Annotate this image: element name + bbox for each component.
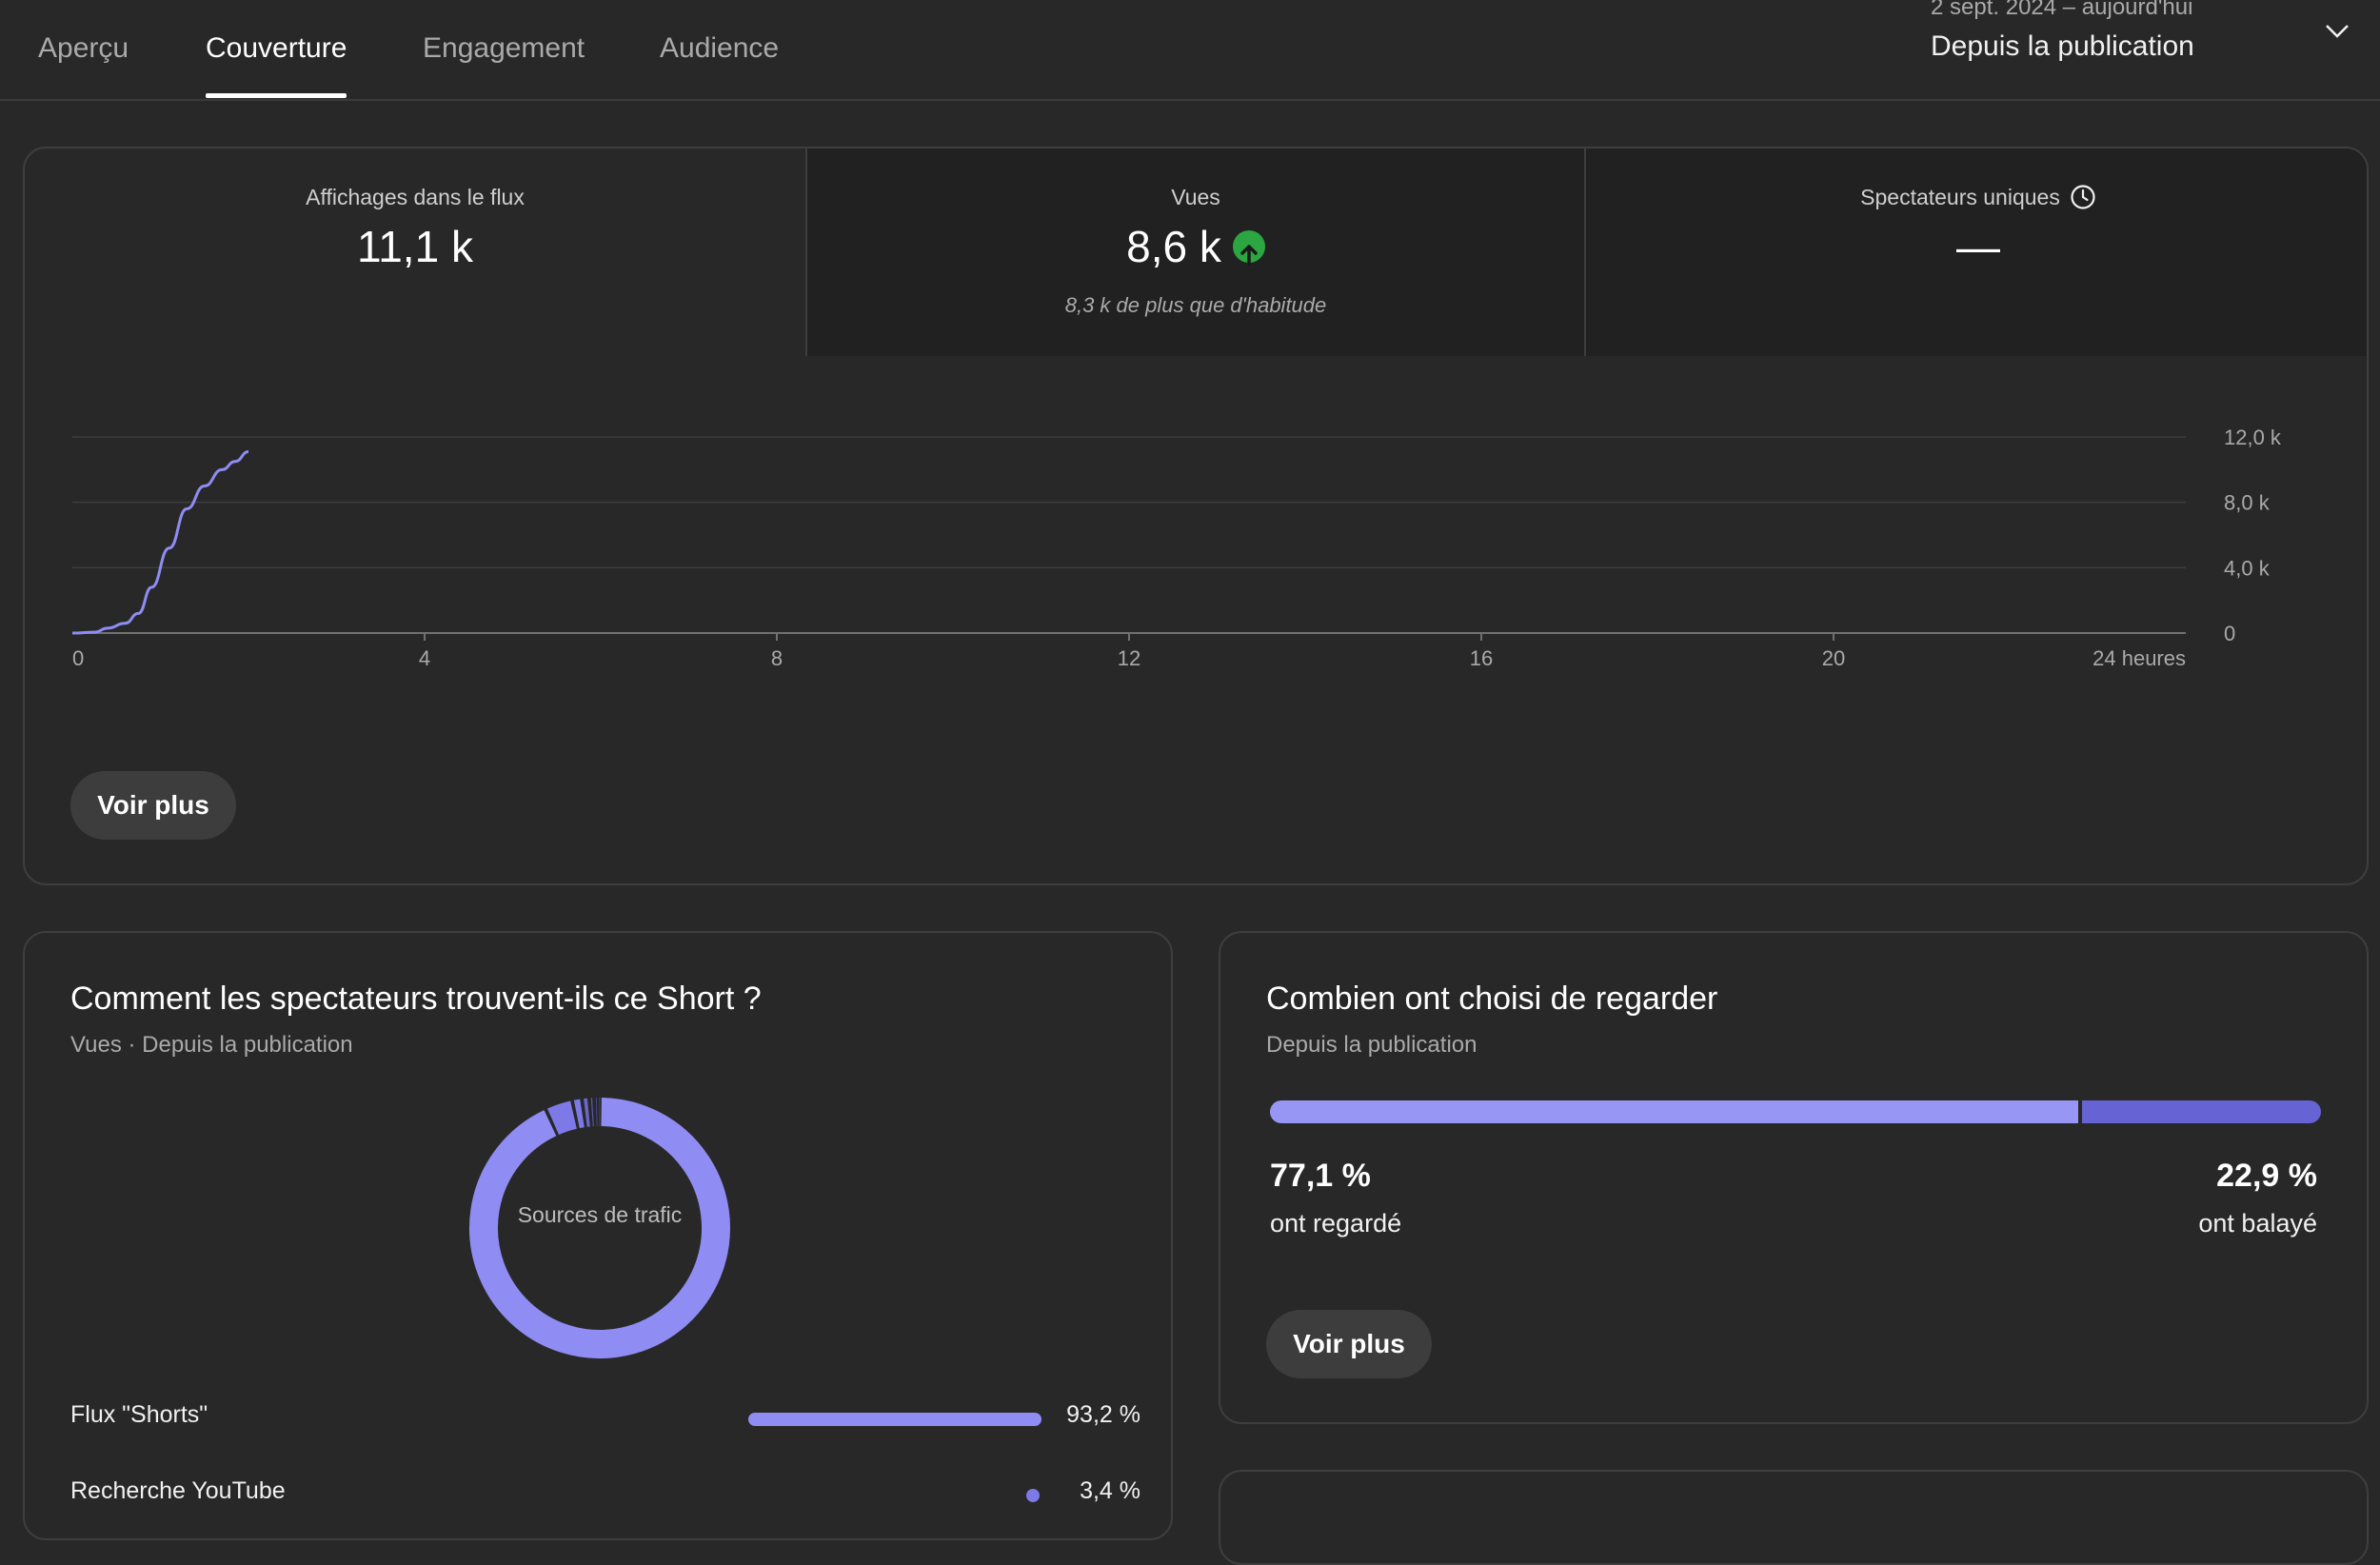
- kpi-impressions-label: Affichages dans le flux: [25, 185, 805, 210]
- donut-segment: [577, 1113, 583, 1114]
- donut-center-label: Sources de trafic: [505, 1199, 695, 1230]
- chevron-down-icon[interactable]: [2323, 17, 2351, 46]
- kpi-unique-viewers-value: —: [1586, 221, 2369, 272]
- traffic-source-percent: 3,4 %: [1080, 1477, 1140, 1505]
- traffic-source-percent: 93,2 %: [1066, 1401, 1140, 1429]
- kpi-unique-viewers-label: Spectateurs uniques: [1860, 185, 2060, 209]
- tab-apercu[interactable]: Aperçu: [38, 32, 129, 65]
- traffic-source-bar: [748, 1413, 1041, 1426]
- traffic-source-name: Flux "Shorts": [70, 1401, 208, 1429]
- clock-icon[interactable]: [2070, 184, 2096, 210]
- x-tick-label: 0: [72, 646, 84, 670]
- swiped-percent: 22,9 %: [2216, 1158, 2317, 1195]
- x-tick-label: 24 heures: [2092, 646, 2186, 670]
- kpi-unique-viewers-label-row: Spectateurs uniques: [1586, 185, 2369, 212]
- arrow-up-icon: [1233, 230, 1265, 263]
- traffic-source-name: Recherche YouTube: [70, 1477, 286, 1505]
- y-tick-label: 8,0 k: [2224, 491, 2271, 515]
- choice-card-title: Combien ont choisi de regarder: [1266, 981, 1717, 1018]
- traffic-sources-card: Comment les spectateurs trouvent-ils ce …: [23, 931, 1173, 1540]
- y-tick-label: 0: [2224, 622, 2235, 645]
- kpi-views-label: Vues: [807, 185, 1584, 210]
- active-tab-indicator: [206, 93, 347, 98]
- kpi-views-value: 8,6 k: [1126, 222, 1221, 271]
- traffic-card-title: Comment les spectateurs trouvent-ils ce …: [70, 981, 762, 1018]
- date-range-dates[interactable]: 2 sept. 2024 – aujourd'hui: [1931, 0, 2192, 21]
- x-tick-label: 8: [771, 646, 783, 670]
- traffic-card-subtitle: Vues · Depuis la publication: [70, 1032, 353, 1059]
- watched-percent: 77,1 %: [1270, 1158, 1371, 1195]
- reach-see-more-button[interactable]: Voir plus: [70, 771, 236, 840]
- watched-segment: [1270, 1100, 2078, 1123]
- x-tick-label: 16: [1470, 646, 1493, 670]
- choice-see-more-button[interactable]: Voir plus: [1266, 1310, 1432, 1378]
- swiped-label: ont balayé: [2198, 1209, 2317, 1238]
- traffic-source-row[interactable]: Recherche YouTube 3,4 %: [70, 1472, 1140, 1510]
- swiped-segment: [2082, 1100, 2321, 1123]
- y-tick-label: 12,0 k: [2224, 426, 2282, 449]
- reach-card: Affichages dans le flux 11,1 k Vues 8,6 …: [23, 147, 2369, 885]
- views-series-line: [72, 451, 248, 633]
- top-bar: Aperçu Couverture Engagement Audience 2 …: [0, 0, 2380, 101]
- next-card: [1219, 1470, 2369, 1565]
- kpi-views[interactable]: Vues 8,6 k 8,3 k de plus que d'habitude: [805, 149, 1586, 356]
- watch-choice-card: Combien ont choisi de regarder Depuis la…: [1219, 931, 2369, 1424]
- views-line-chart: 0 4,0 k 8,0 k 12,0 k 0 4 8 12 16 20 24 heures: [25, 356, 2367, 680]
- x-tick-label: 12: [1118, 646, 1140, 670]
- kpi-views-note: 8,3 k de plus que d'habitude: [807, 293, 1584, 318]
- y-tick-label: 4,0 k: [2224, 556, 2271, 580]
- watched-label: ont regardé: [1270, 1209, 1401, 1238]
- choice-card-subtitle: Depuis la publication: [1266, 1032, 1477, 1059]
- x-tick-label: 20: [1822, 646, 1845, 670]
- tab-audience[interactable]: Audience: [660, 32, 779, 65]
- x-tick-label: 4: [419, 646, 430, 670]
- kpi-views-value-row: 8,6 k: [807, 221, 1584, 272]
- kpi-impressions[interactable]: Affichages dans le flux 11,1 k: [25, 149, 805, 356]
- tab-couverture[interactable]: Couverture: [206, 32, 347, 65]
- kpi-impressions-value: 11,1 k: [25, 221, 805, 272]
- tab-engagement[interactable]: Engagement: [423, 32, 585, 65]
- date-range-label[interactable]: Depuis la publication: [1931, 30, 2194, 63]
- donut-segment: [553, 1115, 573, 1121]
- traffic-source-dot: [1026, 1489, 1040, 1502]
- kpi-unique-viewers[interactable]: Spectateurs uniques —: [1586, 149, 2369, 356]
- watch-choice-bar: [1270, 1100, 2321, 1123]
- traffic-source-row[interactable]: Flux "Shorts" 93,2 %: [70, 1396, 1140, 1434]
